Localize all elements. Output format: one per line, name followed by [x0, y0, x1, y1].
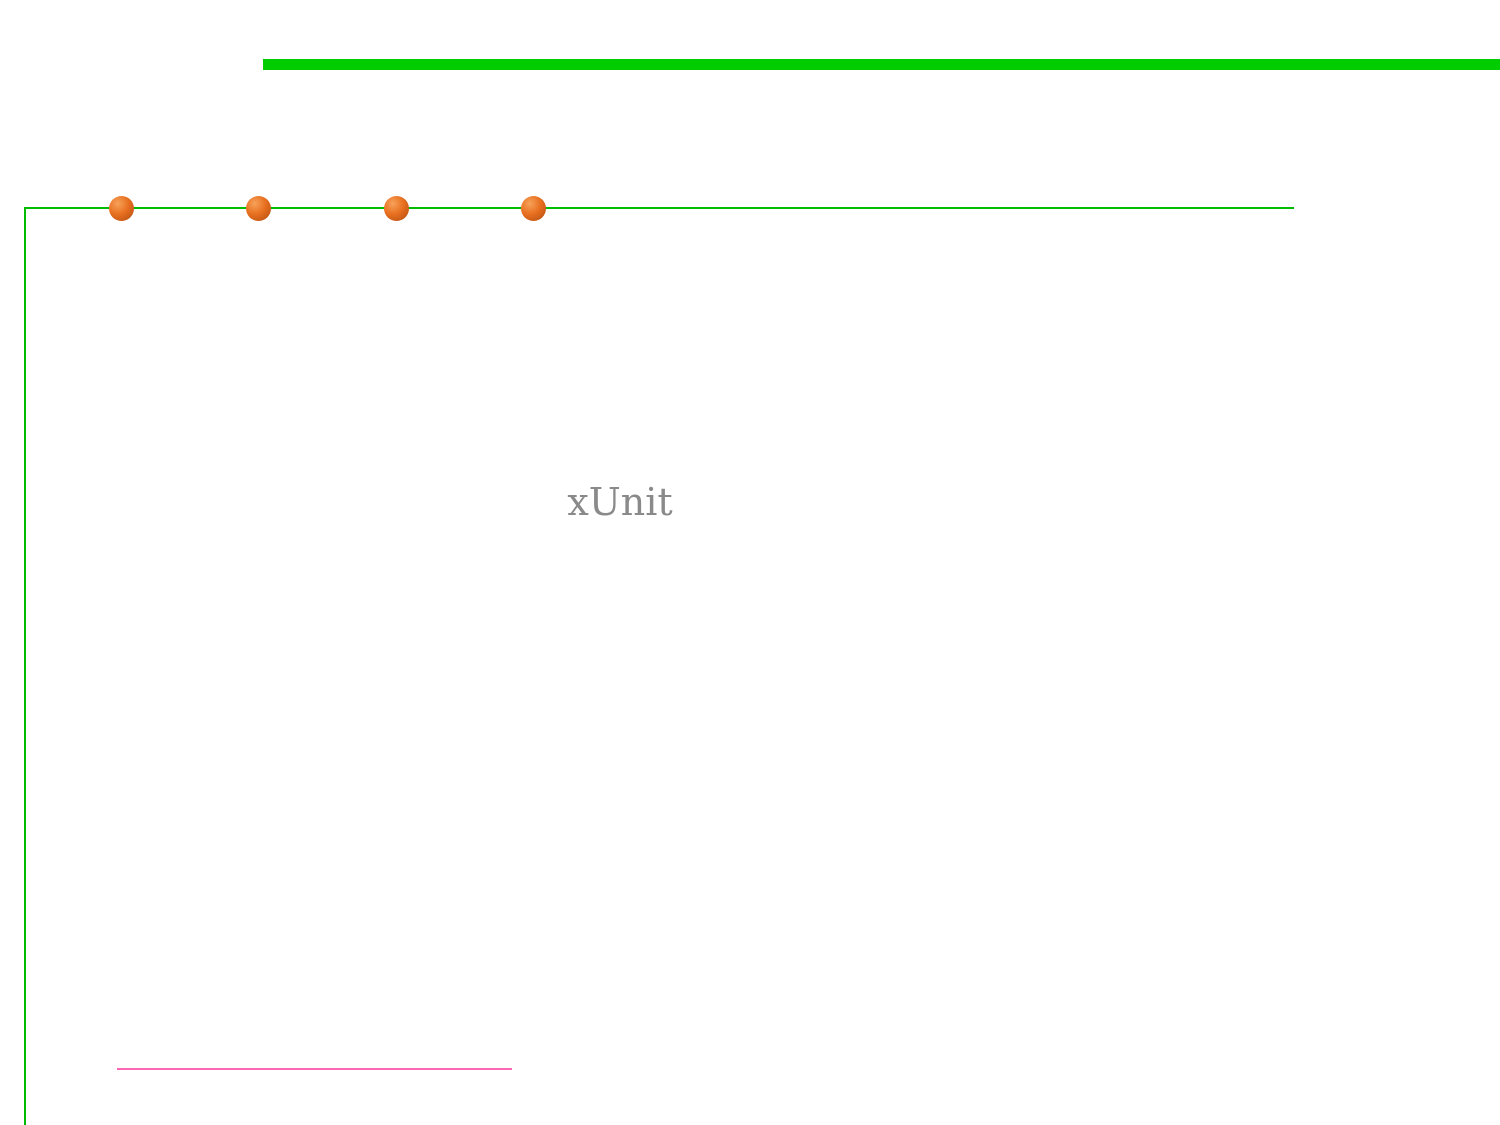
- slide-title: xUnit: [567, 480, 673, 524]
- orange-sphere-icon: [109, 196, 134, 221]
- top-accent-bar: [263, 59, 1500, 70]
- orange-sphere-icon: [521, 196, 546, 221]
- left-frame-rule: [24, 207, 26, 1125]
- footer-rule: [117, 1068, 512, 1070]
- orange-sphere-icon: [384, 196, 409, 221]
- header-rule: [24, 207, 1294, 209]
- orange-sphere-icon: [246, 196, 271, 221]
